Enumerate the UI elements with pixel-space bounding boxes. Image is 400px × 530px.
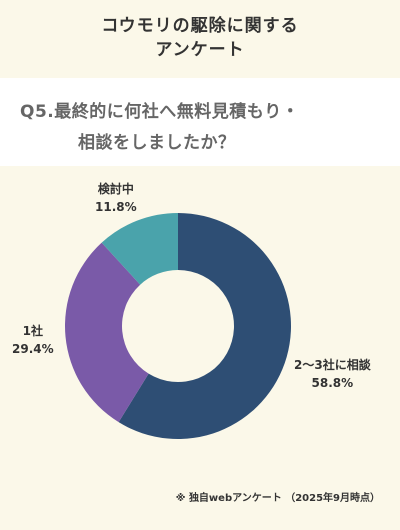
slice-considering (101, 213, 178, 285)
label-one-company-value: 29.4% (12, 342, 54, 356)
slice-one-company (64, 242, 149, 423)
question-text-line1: Q5.最終的に何社へ無料見積もり・ (20, 102, 300, 122)
footnote: ※ 独自webアンケート （2025年9月時点） (175, 493, 380, 504)
question-text-line2: 相談をしましたか？ (78, 133, 236, 153)
label-two-three-companies: 2〜3社に相談 58.8% (294, 356, 371, 392)
label-two-three-category: 2〜3社に相談 (294, 358, 371, 372)
label-considering-category: 検討中 (97, 182, 134, 196)
label-two-three-value: 58.8% (311, 376, 354, 390)
question-box: Q5.最終的に何社へ無料見積もり・ 相談をしましたか？ (0, 78, 400, 166)
label-one-company: 1社 29.4% (12, 322, 54, 358)
label-one-company-category: 1社 (22, 324, 43, 338)
donut-slices (64, 213, 291, 439)
page-title-line2: アンケート (155, 40, 245, 60)
label-considering: 検討中 11.8% (95, 180, 137, 216)
page-title-line1: コウモリの駆除に関する (101, 16, 299, 36)
slice-two-three-companies (118, 213, 291, 439)
header: コウモリの駆除に関する アンケート (0, 0, 400, 76)
label-considering-value: 11.8% (95, 200, 137, 214)
